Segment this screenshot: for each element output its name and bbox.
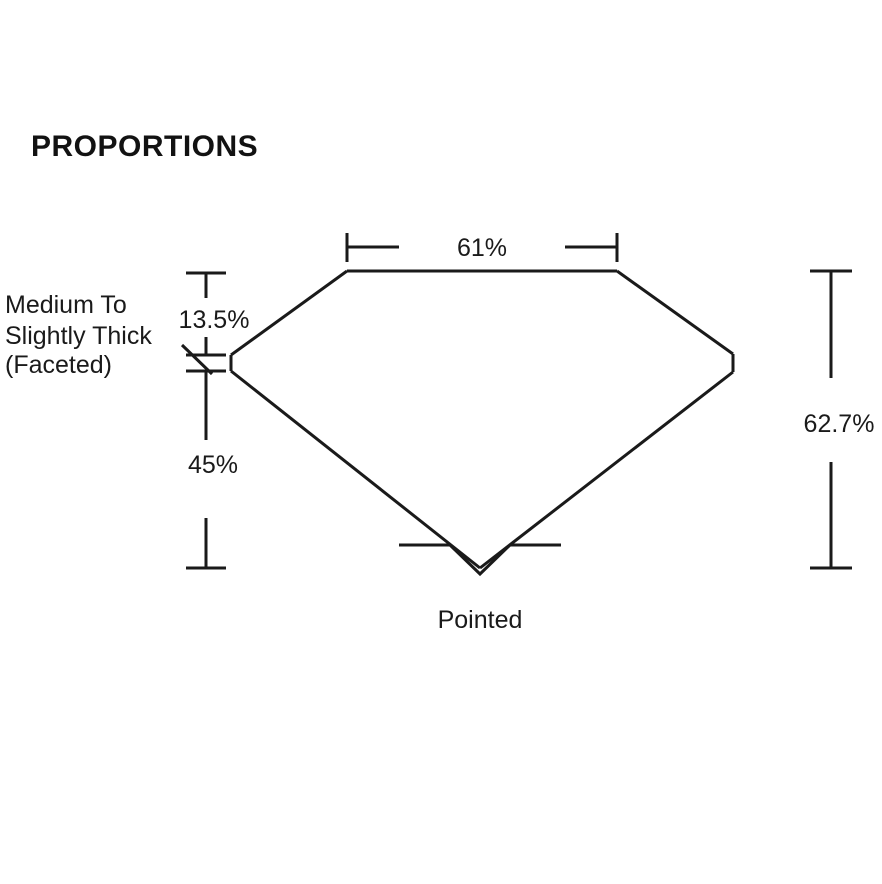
pavilion-right-line: [479, 370, 734, 570]
culet-label: Pointed: [438, 606, 523, 634]
girdle-label-line-2: Slightly Thick: [5, 322, 152, 350]
pavilion-depth-value: 45%: [188, 451, 238, 479]
culet-break-symbol: [399, 543, 561, 577]
girdle-label-line-1: Medium To: [5, 291, 127, 319]
crown-left-line: [230, 269, 348, 357]
crown-height-value: 13.5%: [179, 306, 250, 334]
crown-right-line: [616, 269, 734, 356]
crown-dim-break-slash-upper: [180, 343, 214, 376]
page-title: PROPORTIONS: [31, 130, 259, 163]
pavilion-left-line: [230, 369, 481, 570]
girdle-label-line-3: (Faceted): [5, 351, 112, 379]
total-depth-value: 62.7%: [804, 410, 875, 438]
table-width-value: 61%: [457, 234, 507, 262]
